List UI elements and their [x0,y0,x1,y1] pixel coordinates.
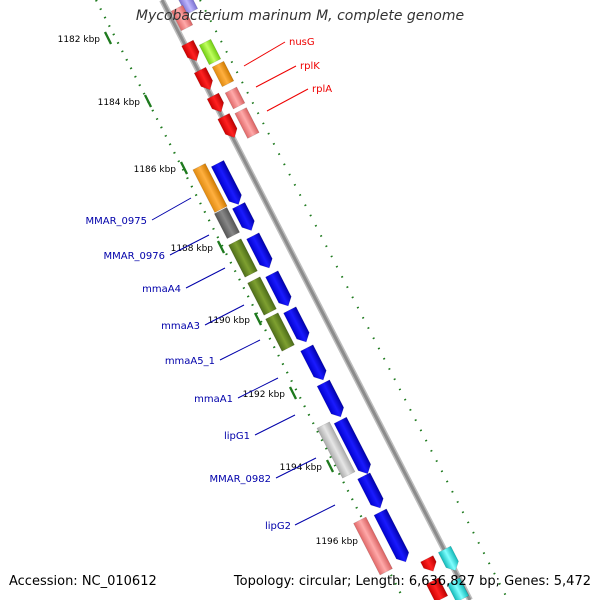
gene-feature [265,312,295,352]
gene-feature [357,472,384,509]
label-leader-line [243,41,286,67]
gene-feature [247,276,277,316]
gene-feature [234,107,260,139]
gene-feature [228,238,258,278]
gene-feature [420,555,437,572]
gene-feature [170,4,194,32]
tick-mark [325,459,335,473]
gene-feature [231,201,255,231]
gene-label: MMAR_0976 [104,251,166,262]
gene-feature [316,379,345,418]
tick-label: 1194 kbp [280,463,323,473]
gene-feature [353,516,393,576]
tick-label: 1188 kbp [171,244,214,254]
gene-feature [283,306,310,343]
tick-mark [143,94,153,108]
label-leader-line [254,414,296,436]
gene-label: MMAR_0975 [86,216,148,227]
gene-label: mmaA3 [161,321,200,332]
gene-feature [333,416,372,475]
tick-mark [103,31,113,45]
tick-label: 1190 kbp [208,316,251,326]
tick-label: 1196 kbp [316,537,359,547]
gene-feature [192,163,228,213]
tick-label: 1186 kbp [134,165,177,175]
gene-feature [193,66,213,91]
gene-feature [246,232,273,269]
tick-mark [288,386,298,400]
label-leader-line [237,377,279,399]
gene-label: rplK [300,61,320,72]
gene-feature [211,60,235,88]
label-leader-line [275,457,317,479]
label-leader-line [185,267,226,289]
tick-label: 1192 kbp [243,390,286,400]
gene-feature [206,92,225,113]
gene-label: lipG1 [224,431,250,442]
gene-feature [373,508,410,563]
label-leader-line [204,304,245,326]
gene-feature [446,577,470,600]
gene-feature [316,421,356,479]
label-leader-line [151,197,192,221]
gene-feature [265,270,292,307]
gene-feature [437,545,459,572]
gene-label: mmaA4 [142,284,181,295]
tick-label: 1182 kbp [58,35,101,45]
map-title: Mycobacterium marinum M, complete genome [135,8,465,24]
label-leader-line [219,339,261,361]
gene-feature [181,39,200,62]
tick-mark [179,161,189,175]
gene-label: lipG2 [265,521,291,532]
tick-label: 1184 kbp [98,98,141,108]
label-leader-line [294,504,336,526]
tick-mark [253,312,263,326]
gene-label: MMAR_0982 [210,474,272,485]
gene-label: mmaA5_1 [165,356,215,367]
tick-mark [216,240,226,254]
label-leader-line [169,234,210,256]
topology-summary: Topology: circular; Length: 6,636,827 bp… [233,574,591,589]
gene-label: rplA [312,84,332,95]
label-leader-line [255,65,297,88]
gene-label: mmaA1 [194,394,233,405]
inner-tick-ring [95,0,405,600]
gene-feature [425,577,449,600]
gene-feature [213,206,241,240]
gene-label: nusG [289,37,315,48]
gene-feature [224,86,246,110]
gene-feature [198,38,222,66]
gene-feature [300,344,327,381]
accession-text: Accession: NC_010612 [9,574,157,589]
gene-feature [217,112,238,139]
gene-feature [210,159,242,205]
outer-dot-ring [199,0,509,600]
label-leader-line [266,88,309,112]
